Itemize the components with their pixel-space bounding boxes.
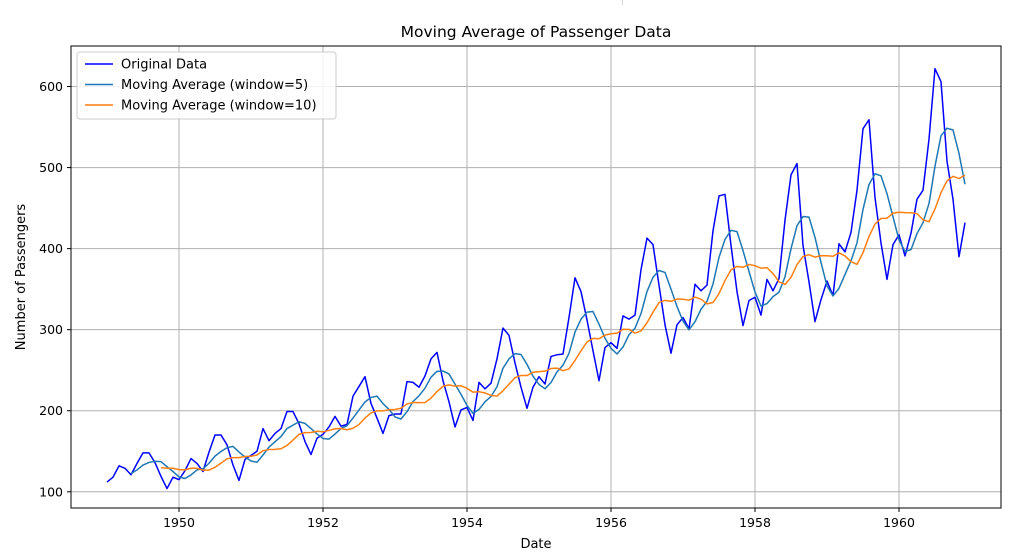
y-tick-label: 500: [39, 160, 63, 175]
y-axis-label: Number of Passengers: [14, 204, 29, 351]
x-tick-label: 1960: [883, 515, 915, 530]
legend-label: Moving Average (window=5): [121, 78, 308, 93]
x-tick-label: 1954: [451, 515, 483, 530]
chart-title: Moving Average of Passenger Data: [401, 23, 672, 41]
plot-frame: [70, 45, 1002, 509]
y-tick-label: 600: [39, 79, 63, 94]
x-axis-ticks: 1950 1952 1954 1956 1958 1960: [163, 508, 915, 530]
legend-box: [76, 51, 337, 120]
x-tick-label: 1950: [163, 515, 195, 530]
x-tick-label: 1956: [595, 515, 627, 530]
legend-label: Original Data: [121, 58, 207, 73]
moving-average-5-line: [130, 127, 966, 480]
y-tick-label: 200: [39, 403, 63, 418]
x-tick-label: 1958: [739, 515, 771, 530]
series-lines: [106, 67, 966, 490]
moving-average-10-line: [160, 174, 966, 471]
y-tick-label: 100: [39, 484, 63, 499]
legend: Original Data Moving Average (window=5) Mo…: [76, 51, 337, 120]
legend-label: Moving Average (window=10): [121, 99, 317, 114]
y-axis-ticks: 100 200 300 400 500 600: [39, 79, 71, 499]
y-tick-label: 300: [39, 322, 63, 337]
original-data-line: [106, 67, 966, 490]
x-tick-label: 1952: [307, 515, 339, 530]
x-axis-label: Date: [520, 537, 551, 552]
window-divider: [622, 0, 623, 5]
y-tick-label: 400: [39, 241, 63, 256]
